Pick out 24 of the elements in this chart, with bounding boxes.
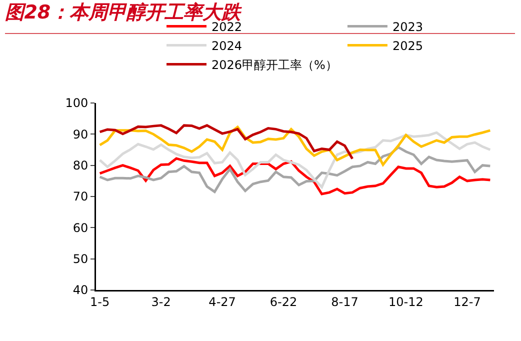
- x-tick-label: 10-12: [388, 294, 424, 309]
- x-tick-label: 8-17: [331, 294, 358, 309]
- line-series: [98, 131, 492, 188]
- y-tick-label: 100: [65, 96, 88, 110]
- line-series: [98, 126, 492, 166]
- x-tick-label: 1-5: [90, 294, 110, 309]
- x-tick-label: 12-7: [454, 294, 481, 309]
- legend-label: 2026甲醇开工率（%）: [212, 58, 338, 72]
- legend-label: 2025: [392, 38, 423, 53]
- y-tick-label: 40: [72, 283, 88, 298]
- x-tick-label: 3-2: [151, 294, 171, 309]
- y-tick-label: 90: [72, 127, 88, 142]
- y-tick-label: 70: [72, 190, 88, 204]
- chart-title: 图28：本周甲醇开工率大跌: [5, 1, 243, 24]
- line-series: [98, 124, 354, 160]
- line-series: [98, 146, 492, 194]
- x-tick-label: 6-22: [270, 294, 298, 309]
- y-tick-label: 60: [72, 220, 88, 235]
- legend-label: 2023: [392, 20, 423, 34]
- y-tick-label: 50: [72, 252, 88, 266]
- x-tick-label: 4-27: [208, 294, 236, 309]
- line-series: [98, 157, 492, 196]
- y-tick-label: 80: [72, 158, 88, 173]
- legend-label: 2024: [212, 38, 242, 53]
